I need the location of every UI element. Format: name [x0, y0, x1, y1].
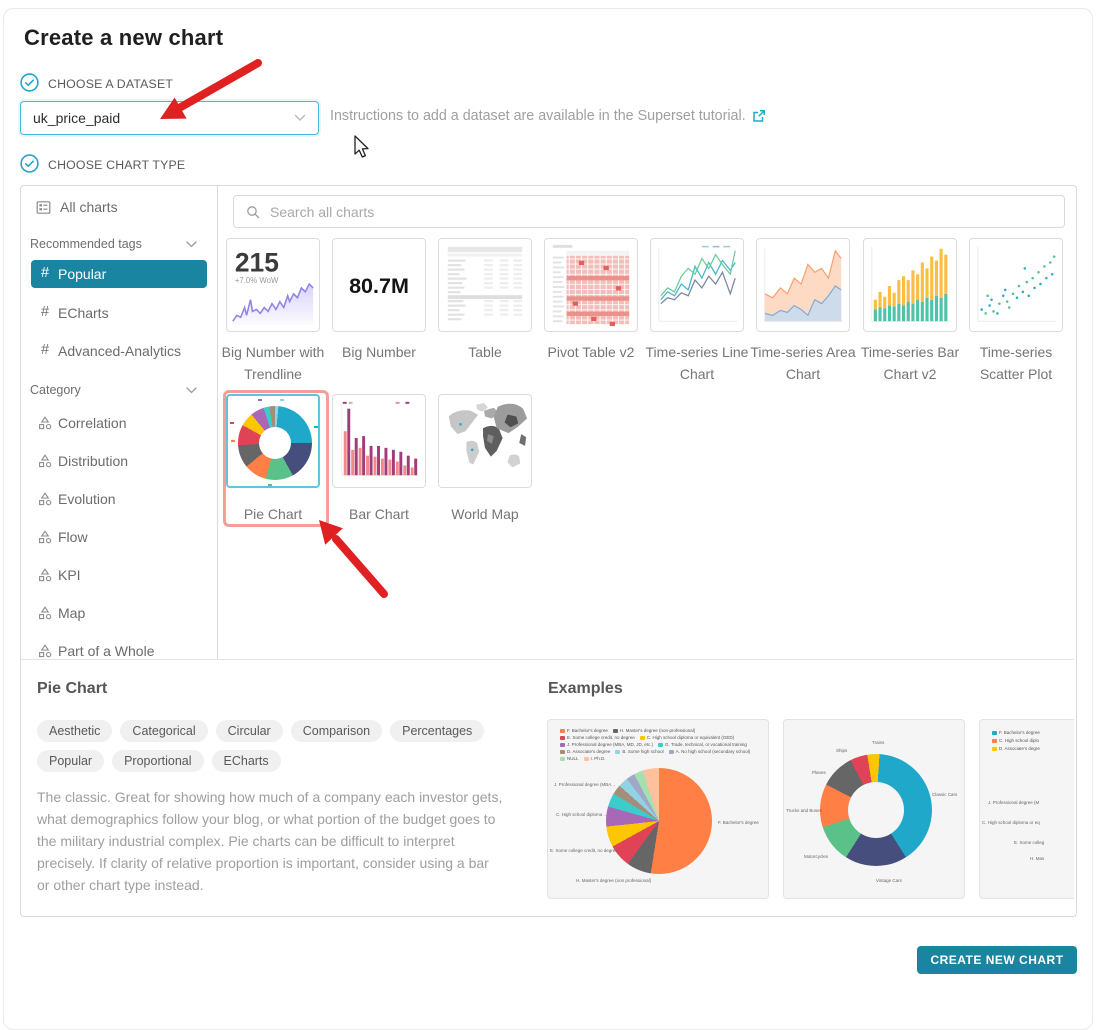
chart-details-panel: Pie Chart Aesthetic Categorical Circular…	[20, 660, 1074, 915]
sidebar-item-popular[interactable]	[31, 260, 207, 288]
card-label-pie-chart[interactable]: Pie Chart	[243, 506, 303, 522]
category-icon	[39, 530, 52, 544]
category-icon	[39, 644, 52, 658]
card-ts-area-chart[interactable]	[756, 238, 850, 332]
example-image-1: F. Bachelor's degree H. Master's degree …	[547, 719, 769, 899]
search-icon	[247, 205, 260, 218]
all-charts-label: All charts	[60, 199, 118, 215]
tag: Comparison	[290, 720, 383, 742]
sidebar-item-distribution[interactable]: Distribution	[58, 453, 129, 469]
hash-icon: #	[41, 342, 50, 358]
recommended-tags-header[interactable]: Recommended tags	[30, 237, 142, 251]
card-label[interactable]: Pivot Table v2	[547, 344, 635, 360]
svg-text:80.7M: 80.7M	[349, 274, 409, 298]
chevron-down-icon[interactable]	[186, 241, 197, 248]
card-big-number-trendline[interactable]: 215 +7.0% WoW	[226, 238, 320, 332]
card-bar-chart[interactable]	[332, 394, 426, 488]
chart-search	[233, 195, 1065, 228]
category-icon	[39, 492, 52, 506]
sidebar-item-echarts[interactable]: ECharts	[58, 305, 109, 321]
tag: Percentages	[390, 720, 485, 742]
category-icon	[39, 568, 52, 582]
example-image-2: Trains Ships Planes Trucks and Buses Mot…	[783, 719, 965, 899]
hash-icon: #	[41, 265, 50, 281]
choose-dataset-label: CHOOSE A DATASET	[48, 77, 174, 91]
sidebar-item-evolution[interactable]: Evolution	[58, 491, 116, 507]
svg-text:+7.0% WoW: +7.0% WoW	[235, 276, 279, 285]
category-header[interactable]: Category	[30, 383, 81, 397]
external-link-icon[interactable]	[752, 109, 766, 123]
hash-icon: #	[41, 304, 50, 320]
tag: Popular	[37, 750, 105, 772]
details-tags: Aesthetic Categorical Circular Compariso…	[37, 720, 497, 772]
card-table[interactable]	[438, 238, 532, 332]
page-title: Create a new chart	[24, 25, 224, 50]
card-big-number[interactable]: 80.7M	[332, 238, 426, 332]
card-pivot-table-v2[interactable]	[544, 238, 638, 332]
chevron-down-icon[interactable]	[186, 387, 197, 394]
create-new-chart-button[interactable]: CREATE NEW CHART	[917, 946, 1077, 974]
card-label[interactable]: Time-series Scatter Plot	[979, 344, 1053, 382]
tag: Categorical	[120, 720, 208, 742]
tag: Aesthetic	[37, 720, 113, 742]
chevron-down-icon	[294, 114, 306, 121]
card-label[interactable]: World Map	[451, 506, 519, 522]
card-label[interactable]: Time-series Line Chart	[645, 344, 749, 382]
sidebar-item-all-charts[interactable]: All charts	[36, 199, 118, 215]
card-label[interactable]: Big Number	[342, 344, 416, 360]
category-icon	[39, 454, 52, 468]
sidebar-item-map[interactable]: Map	[58, 605, 86, 621]
card-label[interactable]: Time-series Area Chart	[750, 344, 856, 382]
category-icon	[39, 606, 52, 620]
card-ts-bar-chart-v2[interactable]	[863, 238, 957, 332]
card-ts-scatter-plot[interactable]	[969, 238, 1063, 332]
example-donut	[820, 754, 932, 866]
step-check-icon	[20, 154, 39, 173]
dataset-help[interactable]: Instructions to add a dataset are availa…	[330, 108, 766, 124]
dataset-select-value: uk_price_paid	[33, 110, 121, 126]
details-description: The classic. Great for showing how much …	[37, 789, 503, 893]
create-chart-page: Create a new chart CHOOSE A DATASET uk_p…	[3, 8, 1093, 1030]
choose-chart-type-label: CHOOSE CHART TYPE	[48, 158, 186, 172]
card-label[interactable]: Table	[468, 344, 502, 360]
card-label[interactable]: Time-series Bar Chart v2	[860, 344, 960, 382]
sidebar-divider	[217, 185, 218, 659]
sidebar-item-kpi[interactable]: KPI	[58, 567, 81, 583]
search-input[interactable]	[268, 202, 1064, 221]
ballot-icon	[36, 200, 51, 214]
pie-chart-thumbnail	[238, 406, 312, 480]
sidebar-item-advanced-analytics[interactable]: Advanced-Analytics	[58, 343, 181, 359]
card-label[interactable]: Bar Chart	[349, 506, 409, 522]
dataset-select[interactable]: uk_price_paid	[20, 101, 319, 135]
details-divider	[21, 659, 1074, 660]
step-check-icon	[20, 73, 39, 92]
card-world-map[interactable]	[438, 394, 532, 488]
sidebar-item-correlation[interactable]: Correlation	[58, 415, 127, 431]
chart-type-sidebar: All charts Recommended tags # Popular # …	[20, 185, 217, 659]
tag: Circular	[215, 720, 283, 742]
dataset-help-text: Instructions to add a dataset are availa…	[330, 108, 746, 124]
tag: Proportional	[112, 750, 204, 772]
details-title: Pie Chart	[37, 680, 108, 697]
card-ts-line-chart[interactable]	[650, 238, 744, 332]
category-icon	[39, 416, 52, 430]
popular-label: Popular	[58, 266, 107, 282]
example-pie	[606, 768, 712, 874]
card-label[interactable]: Big Number with Trendline	[221, 344, 325, 382]
examples-title: Examples	[548, 680, 623, 697]
example-image-3: F. Bachelor's degree C. High school dipl…	[979, 719, 1074, 899]
sidebar-item-flow[interactable]: Flow	[58, 529, 88, 545]
card-pie-chart-selected[interactable]	[226, 394, 320, 488]
tag: ECharts	[211, 750, 281, 772]
svg-text:215: 215	[235, 247, 279, 277]
sidebar-item-part-of-a-whole[interactable]: Part of a Whole	[58, 643, 155, 659]
